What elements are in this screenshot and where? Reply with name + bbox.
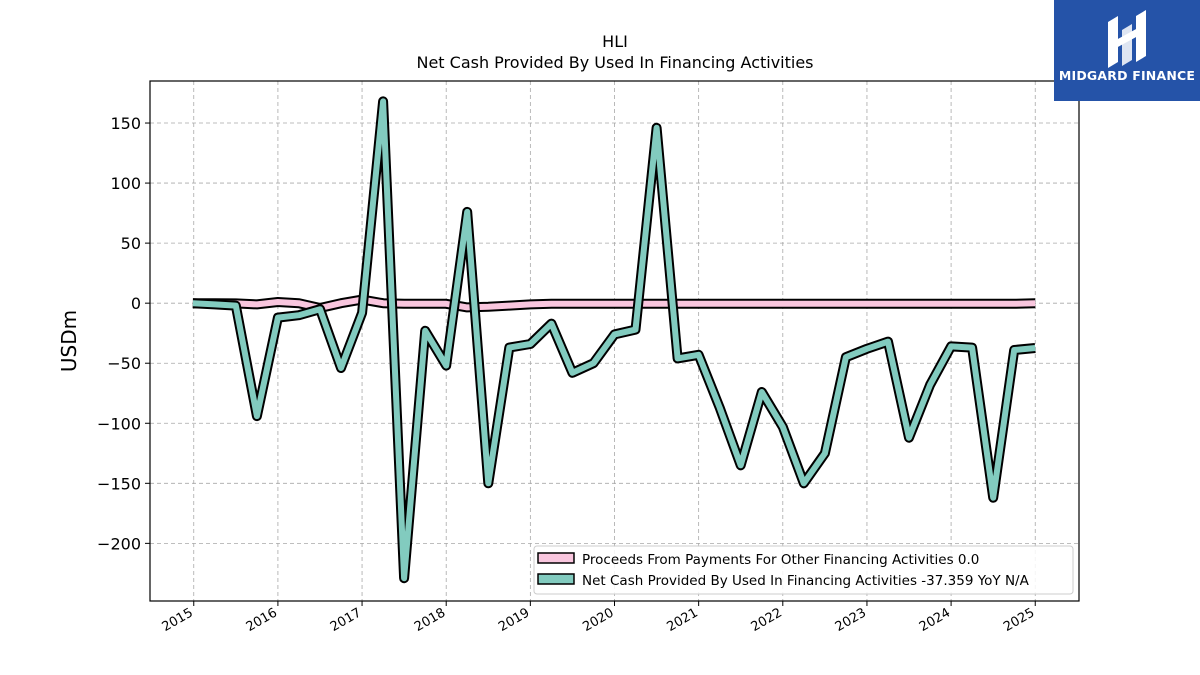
legend: Proceeds From Payments For Other Financi… [533, 545, 1074, 595]
legend-label-proceeds: Proceeds From Payments For Other Financi… [582, 552, 979, 568]
legend-frame [533, 545, 1074, 595]
y-axis-label: USDm [57, 310, 81, 372]
series-layer [192, 96, 1036, 584]
x-tick-label: 2021 [664, 605, 700, 635]
y-tick-label: 150 [110, 114, 141, 133]
x-tick-label: 2019 [496, 605, 532, 635]
x-tick-label: 2016 [244, 605, 280, 635]
legend-swatch-proceeds [537, 552, 575, 564]
y-tick-label: 0 [131, 294, 141, 313]
y-tick-label: −150 [97, 474, 141, 493]
x-tick-label: 2018 [412, 605, 448, 635]
midgard-logo-icon [1108, 10, 1146, 68]
y-tick-label: 100 [110, 174, 141, 193]
x-tick-label: 2025 [1001, 605, 1037, 635]
y-tick-label: −200 [97, 534, 141, 553]
chart-subtitle: Net Cash Provided By Used In Financing A… [416, 53, 813, 72]
x-tick-label: 2015 [160, 605, 196, 635]
brand-logo: MIDGARD FINANCE [1054, 0, 1200, 101]
series-line-proceeds [192, 296, 1036, 311]
y-tick-label: −100 [97, 414, 141, 433]
x-tick-label: 2020 [580, 605, 616, 635]
x-tick-label: 2024 [917, 605, 953, 635]
series-line-net-cash [192, 98, 1036, 582]
y-tick-label: 50 [121, 234, 141, 253]
x-tick-label: 2017 [328, 605, 364, 635]
x-axis: 2015 2016 2017 2018 2019 2020 2021 2022 2023 2024… [160, 601, 1037, 635]
x-tick-label: 2023 [833, 605, 869, 635]
legend-swatch-net-cash [537, 573, 575, 585]
y-tick-label: −50 [107, 354, 141, 373]
chart-title: HLI [602, 32, 628, 51]
y-axis: 150 100 50 0 −50 −100 −150 −200 [97, 114, 150, 553]
legend-label-net-cash: Net Cash Provided By Used In Financing A… [582, 573, 1030, 589]
brand-name: MIDGARD FINANCE [1058, 68, 1196, 83]
x-tick-label: 2022 [749, 605, 785, 635]
